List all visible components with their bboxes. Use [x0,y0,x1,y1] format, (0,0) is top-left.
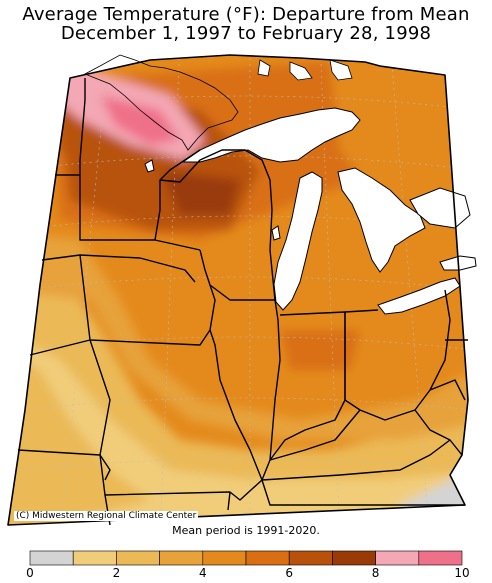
legend-tick-label: 10 [454,566,470,580]
legend-tick-label: 8 [371,566,380,580]
legend-swatch [332,550,376,566]
legend-tick-label: 4 [198,566,207,580]
legend-tick-label: 6 [285,566,293,580]
lake-michigan [273,171,323,311]
graticule [8,55,468,525]
map-title-line2: December 1, 1997 to February 28, 1998 [60,23,432,44]
color-legend [29,550,463,566]
legend-swatch [375,550,420,566]
legend-tick-label: 0 [26,566,34,580]
legend-swatch [418,550,463,566]
legend-swatch [159,550,204,566]
legend-swatch [288,550,333,566]
credit-text: (C) Midwestern Regional Climate Center [14,511,199,521]
mean-period-note: Mean period is 1991-2020. [172,524,320,537]
legend-swatch [72,550,117,566]
temperature-field [8,55,468,525]
state-borders [7,54,469,526]
legend-swatch [245,550,290,566]
map-title-line1: Average Temperature (°F): Departure from… [22,4,470,25]
legend-swatch [202,550,247,566]
legend-swatch [29,550,74,566]
lake-huron [337,167,426,273]
legend-swatch [116,550,160,566]
canada-coast [84,54,353,151]
legend-tick-label: 2 [112,566,121,580]
